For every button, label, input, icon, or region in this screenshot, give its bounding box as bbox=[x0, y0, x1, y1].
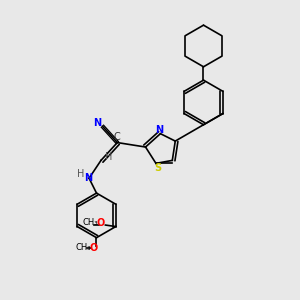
Text: N: N bbox=[93, 118, 101, 128]
Text: CH₃: CH₃ bbox=[75, 243, 91, 252]
Text: N: N bbox=[155, 125, 163, 135]
Text: S: S bbox=[154, 163, 161, 173]
Text: O: O bbox=[89, 243, 98, 253]
Text: N: N bbox=[84, 172, 92, 183]
Text: C: C bbox=[114, 132, 121, 142]
Text: O: O bbox=[97, 218, 105, 228]
Text: CH₃: CH₃ bbox=[83, 218, 98, 227]
Text: H: H bbox=[77, 169, 84, 179]
Text: H: H bbox=[105, 152, 112, 162]
